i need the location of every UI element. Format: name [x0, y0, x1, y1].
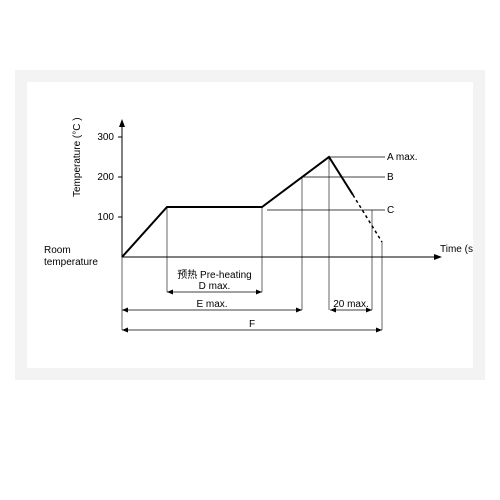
- svg-text:C: C: [387, 205, 394, 216]
- svg-text:A max.: A max.: [387, 152, 418, 163]
- svg-text:100: 100: [97, 212, 114, 223]
- svg-text:E max.: E max.: [196, 299, 227, 310]
- svg-text:D max.: D max.: [199, 281, 231, 292]
- svg-text:预热 Pre-heating: 预热 Pre-heating: [177, 268, 251, 281]
- svg-text:20 max.: 20 max.: [333, 299, 369, 310]
- svg-text:F: F: [249, 319, 255, 330]
- svg-text:Temperature (°C ): Temperature (°C ): [72, 117, 83, 197]
- svg-text:Time (s): Time (s): [440, 244, 473, 255]
- svg-text:temperature: temperature: [44, 257, 98, 268]
- svg-text:B: B: [387, 172, 394, 183]
- chart-outer-frame: 100 200 300 Temperature (°C ) Roomtemperatur…: [15, 70, 485, 380]
- svg-text:200: 200: [97, 172, 114, 183]
- svg-text:300: 300: [97, 132, 114, 143]
- chart-inner-panel: 100 200 300 Temperature (°C ) Roomtemperatur…: [27, 82, 473, 368]
- svg-text:Room: Room: [44, 245, 71, 256]
- reflow-profile-chart: 100 200 300 Temperature (°C ) Roomtemperatur…: [27, 82, 473, 368]
